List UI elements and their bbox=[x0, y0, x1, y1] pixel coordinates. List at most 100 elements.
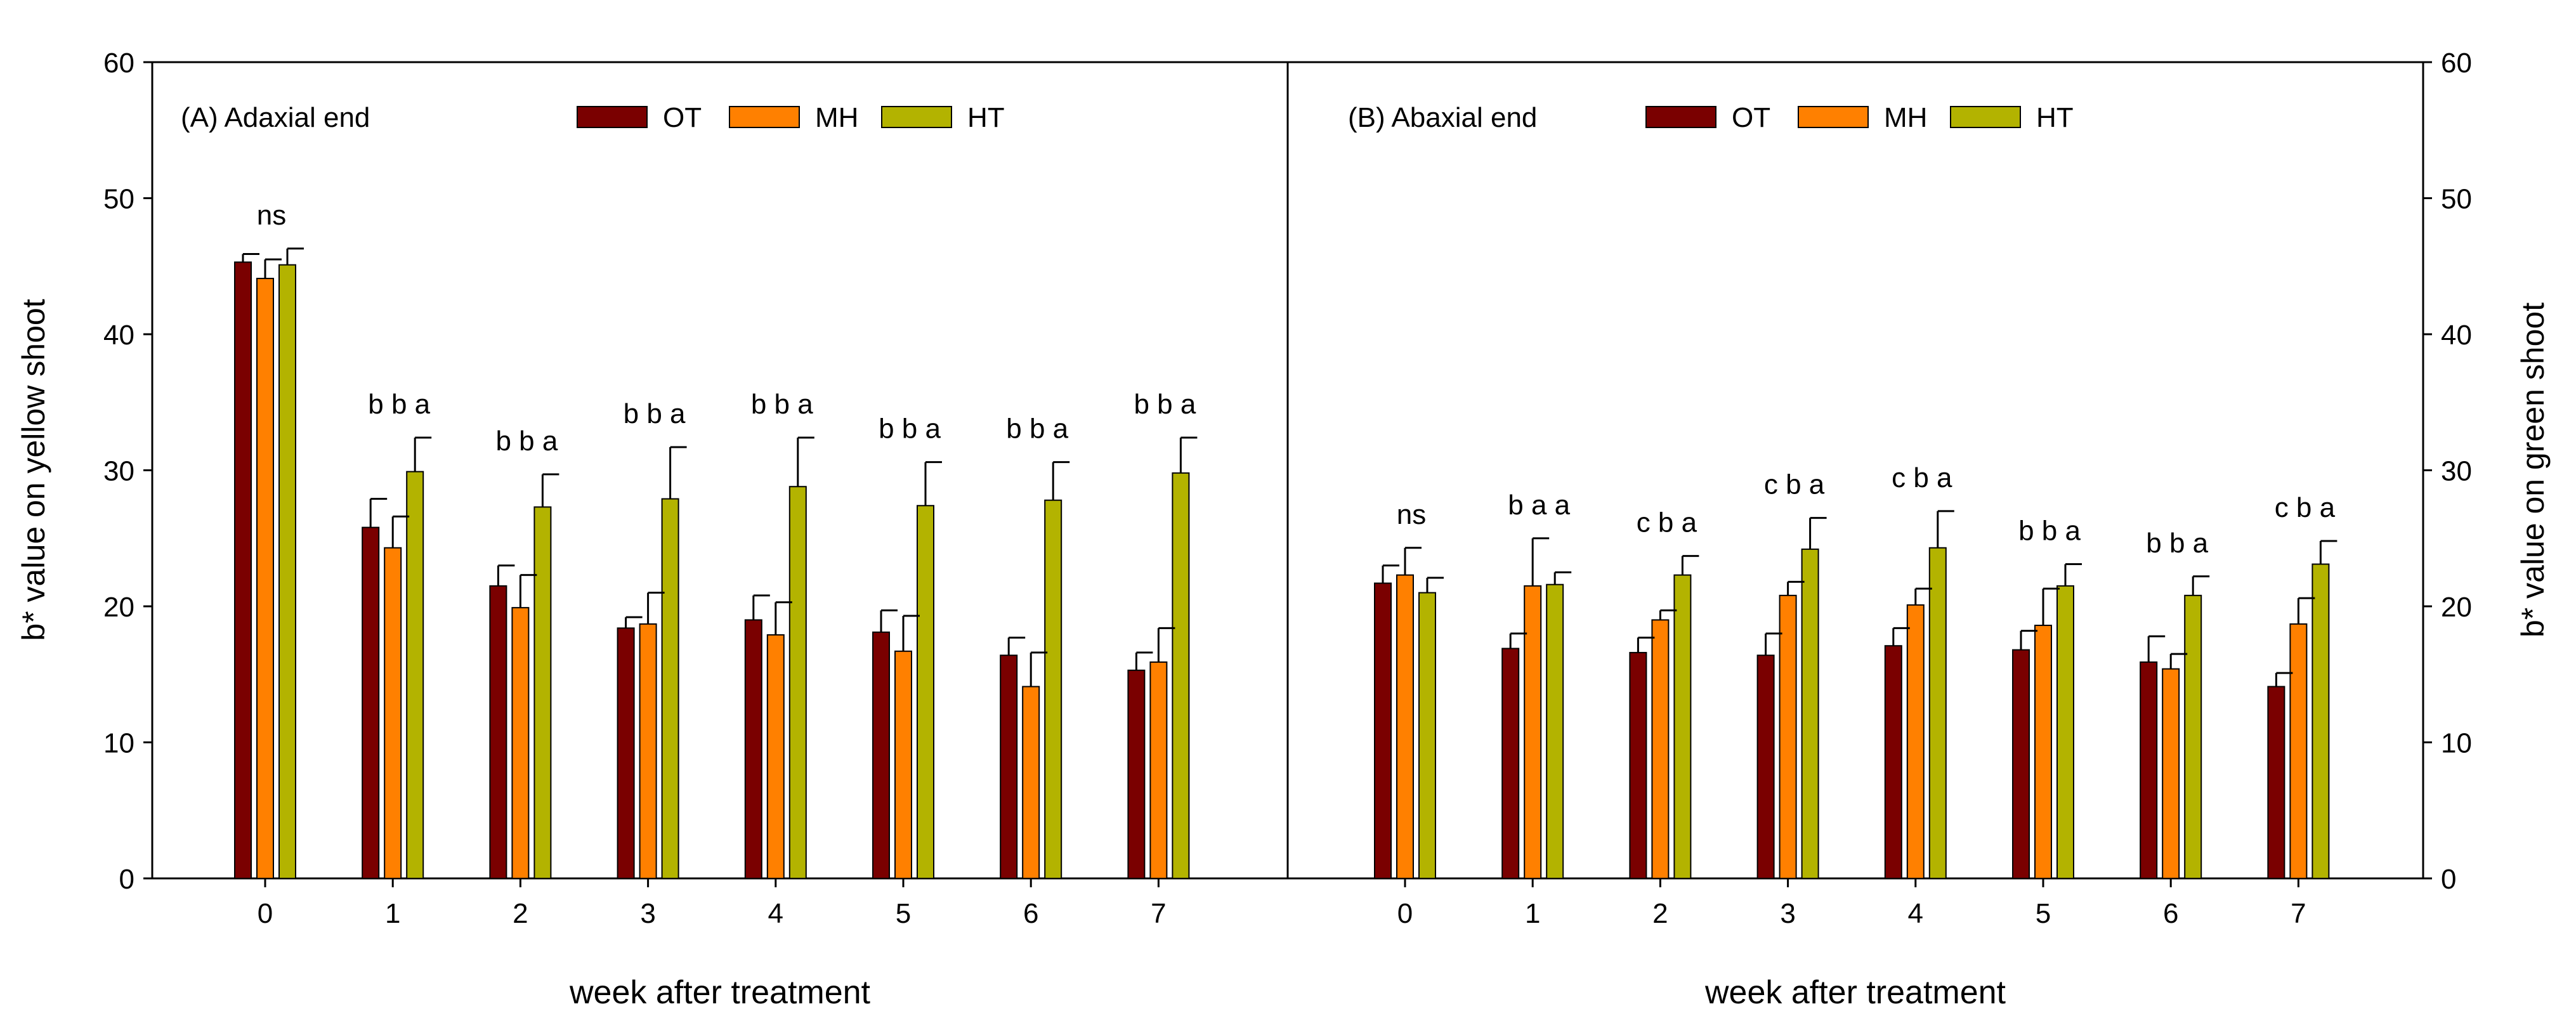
bar-ot bbox=[1501, 648, 1520, 879]
bar-mh bbox=[511, 607, 530, 880]
bars-layer bbox=[234, 261, 2330, 880]
bar-ht bbox=[2311, 563, 2330, 879]
significance-label: b a a bbox=[1508, 490, 1570, 521]
y-tick-label: 10 bbox=[103, 728, 134, 759]
bar-ot bbox=[1374, 582, 1392, 879]
right-panel-title: (B) Abaxial end bbox=[1348, 102, 1537, 133]
bar-ht bbox=[2056, 585, 2074, 879]
bar-ot bbox=[744, 619, 762, 879]
bar-ht bbox=[1044, 499, 1062, 879]
legend-label-mh: MH bbox=[815, 102, 858, 133]
significance-label: c b a bbox=[1892, 462, 1952, 493]
significance-label: c b a bbox=[1637, 507, 1697, 538]
x-tick-label: 2 bbox=[513, 898, 528, 929]
y-tick-label: 10 bbox=[2441, 728, 2472, 759]
x-tick-label: 3 bbox=[1780, 898, 1795, 929]
y-tick-label: 40 bbox=[103, 320, 134, 351]
bar-ht bbox=[2184, 594, 2202, 880]
bar-ot bbox=[2267, 686, 2285, 880]
bar-ot bbox=[1629, 651, 1647, 880]
bar-ht bbox=[1801, 548, 1819, 879]
bar-mh bbox=[1396, 574, 1414, 879]
tick-layer: 0 10 20 30 40 50 60 0 1 2 3 4 5 6 7 0 10 20 30 40 50 60 0 1 2 3 4 5… bbox=[103, 48, 2472, 929]
right-x-axis-label: week after treatment bbox=[1704, 974, 2006, 1011]
bar-ot bbox=[1756, 655, 1775, 879]
legend-swatch-ot bbox=[1645, 106, 1716, 128]
legend-label-ot: OT bbox=[663, 102, 702, 133]
x-tick-label: 5 bbox=[2036, 898, 2051, 929]
bar-ot bbox=[872, 631, 890, 879]
bar-mh bbox=[1906, 604, 1925, 879]
y-tick-label: 20 bbox=[103, 592, 134, 623]
bar-ht bbox=[917, 505, 934, 879]
bar-mh bbox=[256, 278, 274, 879]
bar-ht bbox=[1673, 574, 1692, 879]
y-tick-label: 50 bbox=[103, 184, 134, 215]
annotations-layer: ns b b a b b a b b a b b a b b a b b a b b a ns b… bbox=[257, 200, 2336, 559]
legend-label-ot: OT bbox=[1732, 102, 1770, 133]
bar-ot bbox=[617, 627, 635, 879]
bar-ot bbox=[2140, 661, 2158, 879]
y-tick-label: 40 bbox=[2441, 320, 2472, 351]
x-tick-label: 4 bbox=[1908, 898, 1923, 929]
bar-ht bbox=[406, 471, 424, 879]
bar-ot bbox=[1000, 655, 1018, 879]
right-y-axis-label: b* value on green shoot bbox=[2515, 303, 2551, 637]
y-tick-label: 20 bbox=[2441, 592, 2472, 623]
bar-ot bbox=[362, 526, 380, 879]
significance-label: ns bbox=[1397, 499, 1426, 530]
bar-ht bbox=[278, 264, 296, 880]
legend-label-ht: HT bbox=[967, 102, 1005, 133]
bar-ot bbox=[1884, 645, 1902, 880]
x-tick-label: 0 bbox=[1397, 898, 1413, 929]
x-tick-label: 5 bbox=[896, 898, 911, 929]
left-x-axis-label: week after treatment bbox=[569, 974, 871, 1011]
significance-label: b b a bbox=[1006, 414, 1068, 445]
legend-swatch-ht bbox=[1950, 106, 2021, 128]
significance-label: b b a bbox=[2018, 516, 2081, 547]
significance-label: b b a bbox=[2146, 528, 2208, 559]
bar-ht bbox=[788, 486, 807, 879]
y-tick-label: 50 bbox=[2441, 184, 2472, 215]
y-tick-label: 60 bbox=[103, 48, 134, 79]
y-tick-label: 0 bbox=[119, 864, 134, 895]
x-tick-label: 2 bbox=[1652, 898, 1668, 929]
x-tick-label: 6 bbox=[1023, 898, 1038, 929]
legend-label-ht: HT bbox=[2036, 102, 2074, 133]
bar-mh bbox=[384, 547, 402, 879]
bar-mh bbox=[1524, 585, 1542, 879]
legend-layer: OT MH HT OT MH HT bbox=[577, 102, 2074, 133]
legend-swatch-mh bbox=[1798, 106, 1869, 128]
bar-ht bbox=[1418, 592, 1436, 879]
y-tick-label: 30 bbox=[2441, 456, 2472, 487]
bar-mh bbox=[1022, 686, 1040, 880]
bar-ht bbox=[1172, 472, 1190, 879]
x-tick-label: 6 bbox=[2163, 898, 2178, 929]
x-tick-label: 1 bbox=[385, 898, 400, 929]
significance-label: b b a bbox=[495, 426, 558, 457]
bar-ht bbox=[533, 506, 552, 879]
left-panel-title: (A) Adaxial end bbox=[181, 102, 370, 133]
legend-swatch-ht bbox=[881, 106, 952, 128]
significance-label: b b a bbox=[879, 414, 941, 445]
y-tick-label: 30 bbox=[103, 456, 134, 487]
bar-mh bbox=[894, 650, 912, 880]
bar-ot bbox=[234, 261, 252, 879]
y-tick-label: 0 bbox=[2441, 864, 2456, 895]
legend-swatch-ot bbox=[577, 106, 648, 128]
x-tick-label: 7 bbox=[2291, 898, 2306, 929]
error-bars-layer bbox=[242, 247, 2337, 687]
bar-mh bbox=[2162, 668, 2180, 880]
significance-label: b b a bbox=[624, 398, 686, 429]
y-tick-label: 60 bbox=[2441, 48, 2472, 79]
significance-label: b b a bbox=[751, 389, 813, 420]
bar-mh bbox=[1149, 661, 1168, 879]
x-tick-label: 1 bbox=[1525, 898, 1540, 929]
bar-mh bbox=[1651, 619, 1670, 879]
bar-mh bbox=[2289, 623, 2308, 879]
significance-label: c b a bbox=[1764, 469, 1825, 500]
significance-label: c b a bbox=[2275, 492, 2336, 523]
left-panel-frame bbox=[151, 61, 1289, 880]
bar-mh bbox=[2034, 625, 2052, 880]
